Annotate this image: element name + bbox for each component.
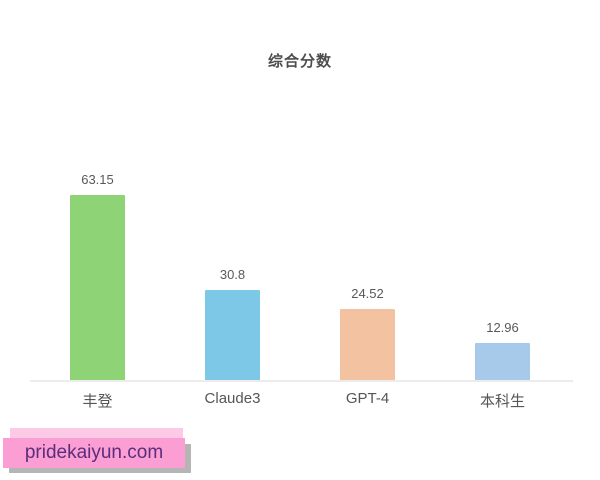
bar-column: 63.15 — [30, 95, 165, 381]
bar-value-label: 12.96 — [486, 319, 519, 335]
bar-value-label: 24.52 — [351, 285, 384, 301]
watermark-label: pridekaiyun.com — [3, 438, 185, 468]
x-axis-label: 丰登 — [82, 393, 113, 410]
bar-column: 12.96 — [435, 95, 570, 381]
plot-area: 63.15 30.8 24.52 12.96 — [30, 95, 570, 381]
x-axis-label: 本科生 — [479, 393, 525, 410]
watermark-strip — [10, 428, 183, 438]
bar — [205, 290, 260, 381]
bar — [70, 194, 125, 381]
x-axis-label: Claude3 — [204, 390, 261, 407]
bar — [475, 342, 530, 381]
x-axis-line — [30, 380, 573, 382]
bar — [340, 308, 395, 381]
chart-title: 综合分数 — [267, 53, 332, 70]
bar-column: 30.8 — [165, 95, 300, 381]
bar-column: 24.52 — [300, 95, 435, 381]
bar-value-label: 63.15 — [81, 171, 114, 187]
x-axis-label: GPT-4 — [345, 390, 390, 407]
watermark: pridekaiyun.com — [0, 428, 200, 478]
bar-value-label: 30.8 — [219, 267, 246, 283]
x-axis-labels: 丰登 Claude3 GPT-4 本科生 — [30, 390, 570, 411]
